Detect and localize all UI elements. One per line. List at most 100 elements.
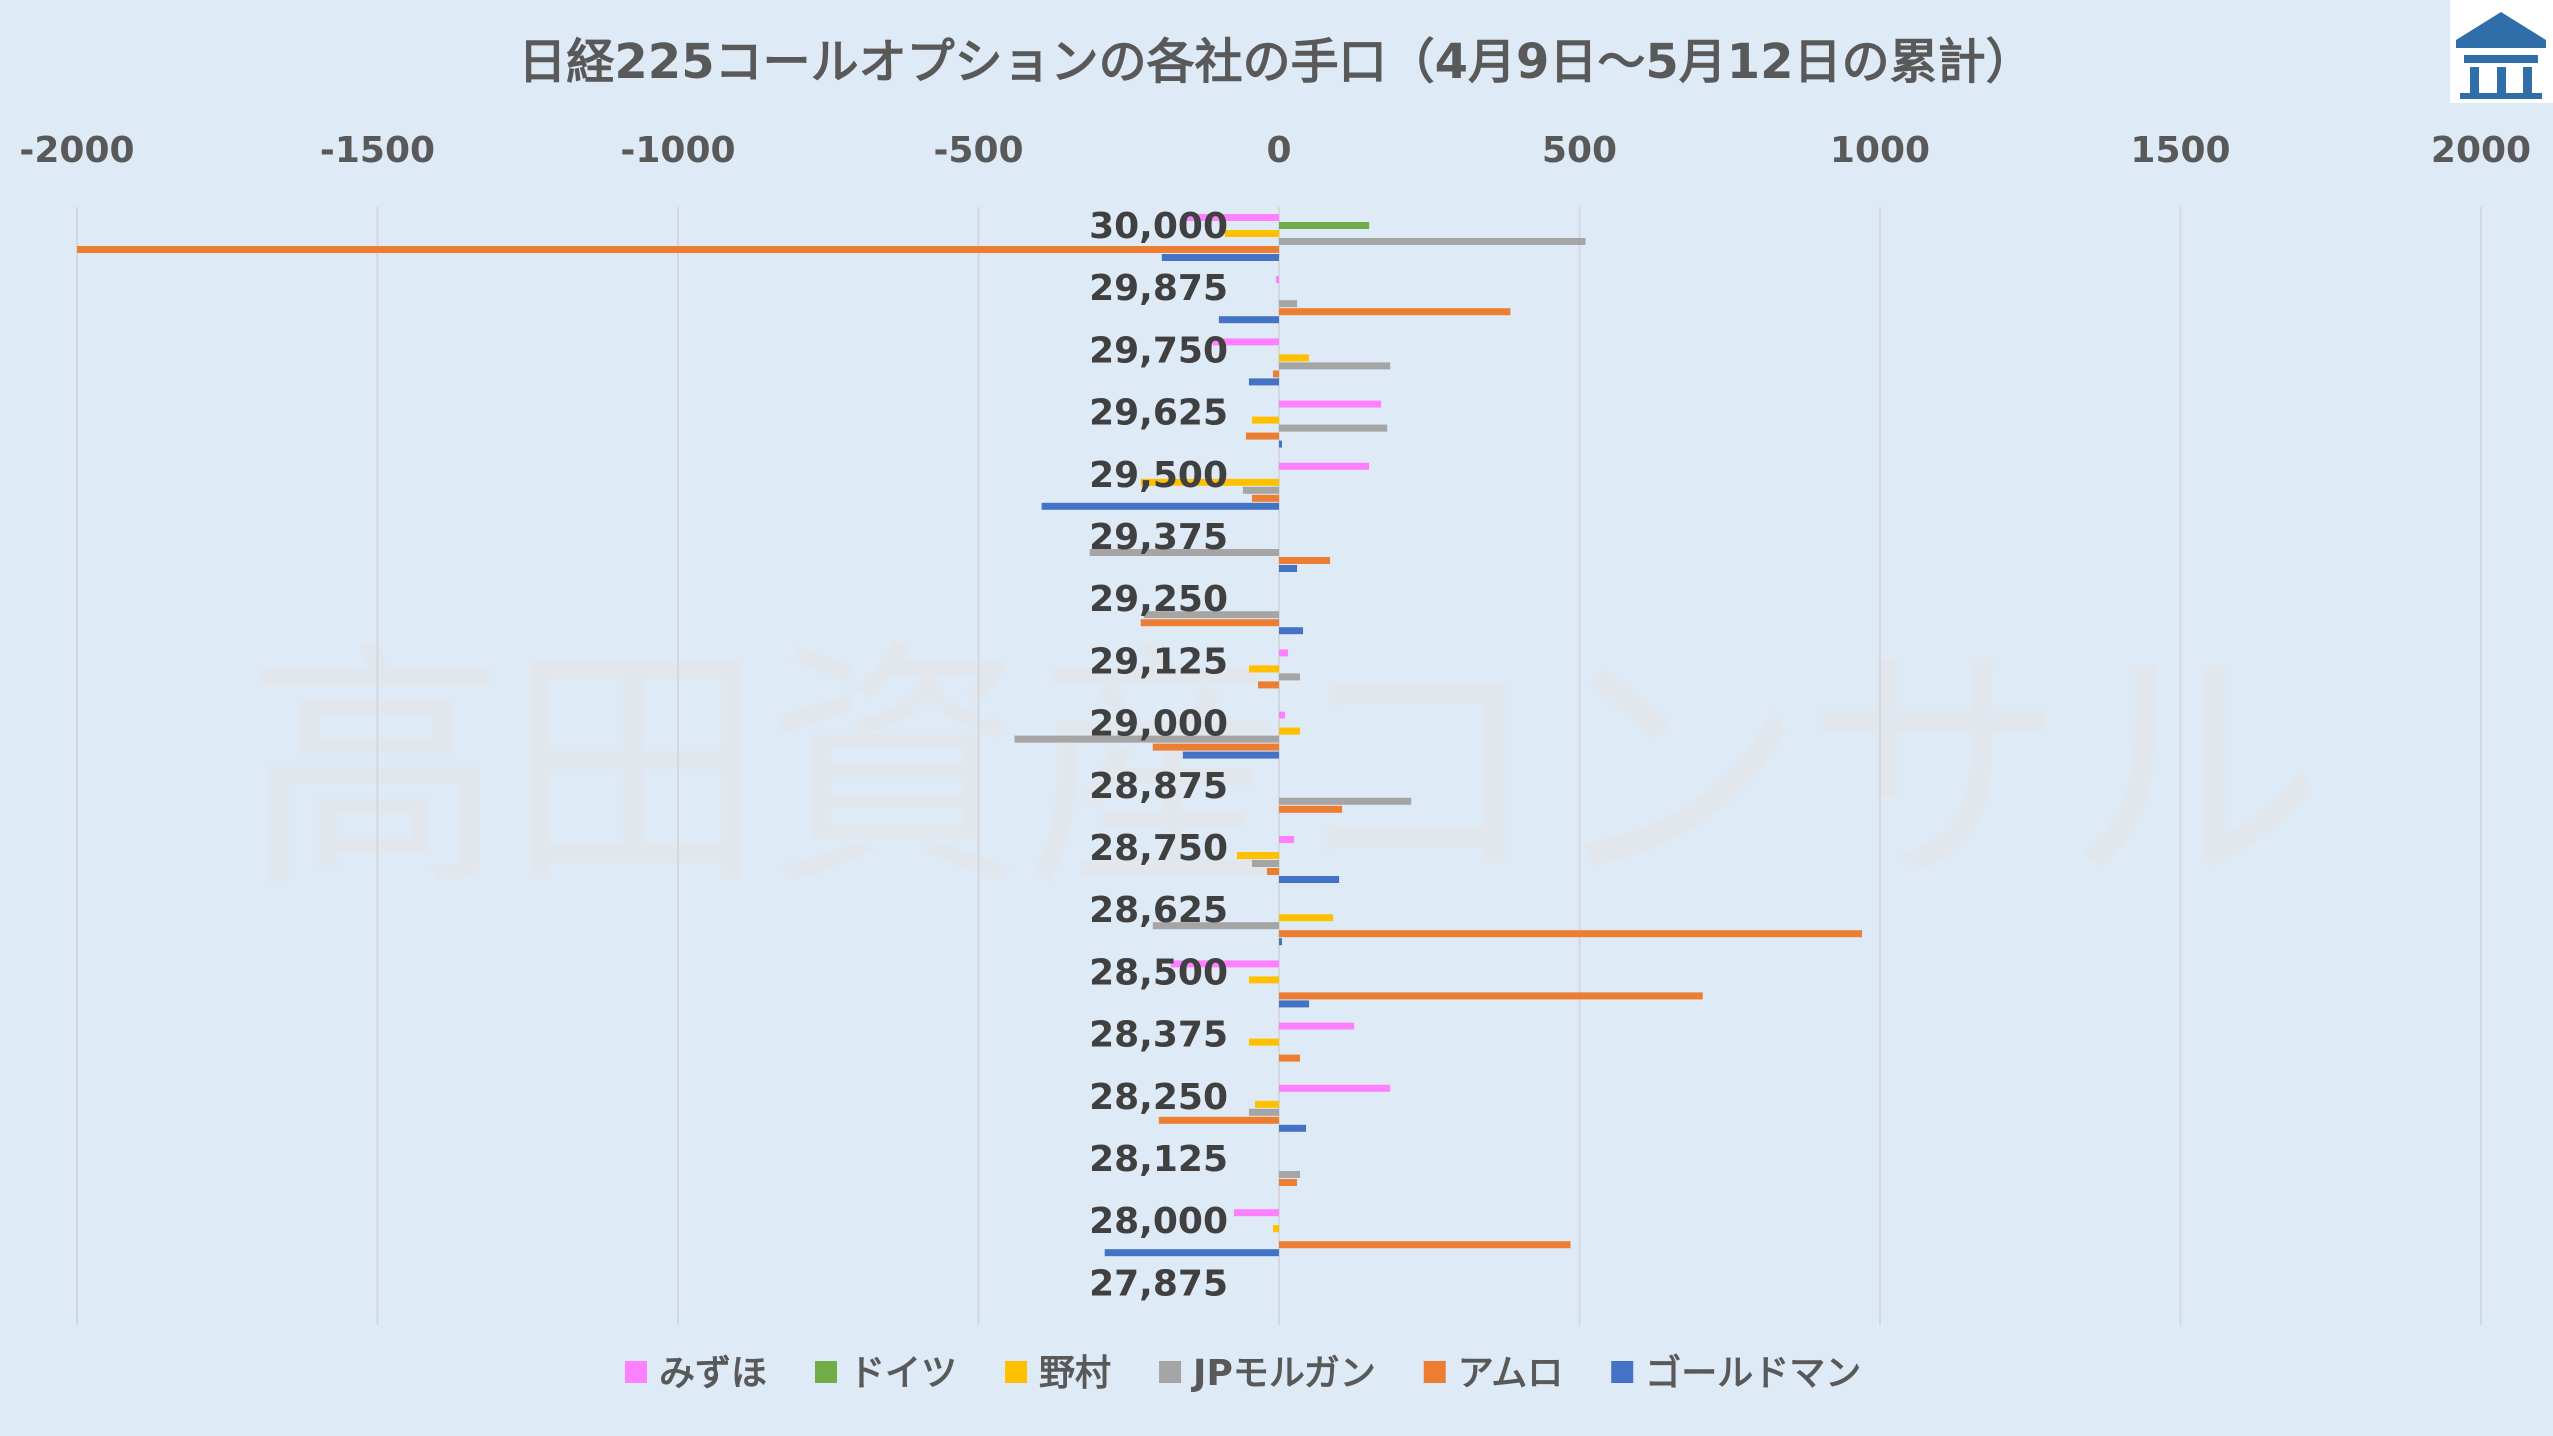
bar-5-4 (1245, 432, 1279, 440)
bar-4-15 (1248, 1108, 1279, 1116)
bar-5-13 (1279, 992, 1703, 1000)
category-label: 28,375 (1089, 1015, 1228, 1056)
bar-6-4 (1279, 440, 1283, 448)
bar-6-5 (1041, 502, 1279, 510)
x-tick-label: -1000 (620, 130, 735, 171)
bar-1-5 (1279, 462, 1370, 470)
bar-2-1 (1279, 222, 1370, 229)
bar-5-7 (1140, 619, 1279, 627)
bar-5-10 (1279, 805, 1343, 813)
bar-3-9 (1279, 727, 1301, 735)
gridlines (76, 207, 2482, 1325)
legend-swatch (625, 1361, 647, 1383)
bar-5-6 (1279, 557, 1331, 564)
x-tick-label: 1000 (1830, 130, 1930, 171)
bar-1-17 (1233, 1209, 1279, 1217)
bar-6-7 (1279, 627, 1304, 635)
category-label: 28,125 (1089, 1139, 1228, 1180)
bar-4-8 (1279, 673, 1301, 681)
bar-1-4 (1279, 400, 1382, 408)
bar-1-8 (1279, 649, 1289, 657)
bar-5-9 (1152, 743, 1279, 751)
bar-6-3 (1248, 378, 1279, 386)
bar-4-1 (1279, 238, 1586, 245)
bar-4-2 (1279, 300, 1298, 308)
legend-swatch (1611, 1361, 1634, 1383)
bar-5-11 (1266, 868, 1279, 875)
category-label: 28,625 (1089, 890, 1228, 931)
legend-swatch (1423, 1361, 1446, 1383)
bar-5-14 (1279, 1054, 1301, 1062)
legend: みずほ ドイツ 野村 JPモルガン アムロ ゴールドマン (625, 1352, 1861, 1394)
bar-3-11 (1236, 852, 1279, 859)
bar-4-5 (1242, 486, 1279, 494)
bar-5-17 (1279, 1241, 1571, 1249)
legend-label: ドイツ (849, 1353, 957, 1394)
bar-4-7 (1143, 611, 1279, 619)
x-axis-ticks: -2000 -1500 -1000 -500 0 500 1000 1500 2000 (19, 130, 2531, 171)
bar-6-17 (1104, 1249, 1279, 1257)
bar-4-3 (1279, 362, 1391, 370)
bar-6-12 (1279, 938, 1283, 946)
category-label: 29,250 (1089, 579, 1228, 620)
category-label: 29,875 (1089, 268, 1228, 309)
bar-1-11 (1279, 836, 1295, 843)
x-tick-label: -1500 (320, 130, 435, 171)
x-tick-label: -2000 (19, 130, 134, 171)
x-tick-label: 2000 (2431, 130, 2531, 171)
legend-swatch (1159, 1361, 1182, 1383)
bar-5-1 (77, 246, 1279, 253)
category-label: 28,750 (1089, 828, 1228, 869)
bar-5-5 (1251, 494, 1279, 502)
category-label: 29,500 (1089, 455, 1228, 496)
category-label: 28,500 (1089, 952, 1228, 993)
bar-6-11 (1279, 876, 1340, 883)
bars (77, 214, 1862, 1257)
bar-3-8 (1248, 665, 1279, 673)
bar-4-9 (1014, 735, 1279, 743)
legend-label: みずほ (659, 1353, 767, 1394)
bar-3-15 (1254, 1100, 1279, 1108)
bar-5-8 (1257, 681, 1279, 689)
bar-4-4 (1279, 424, 1388, 432)
category-labels: 30,000 29,875 29,750 29,625 29,500 29,375 29,2… (1089, 206, 1228, 1304)
legend-label: 野村 (1039, 1353, 1111, 1394)
category-label: 29,375 (1089, 517, 1228, 558)
x-tick-label: -500 (933, 130, 1023, 171)
bar-3-12 (1279, 914, 1334, 922)
category-label: 29,125 (1089, 641, 1228, 682)
bar-6-1 (1161, 254, 1279, 261)
x-tick-label: 0 (1266, 130, 1291, 171)
bar-1-2 (1275, 276, 1279, 284)
category-label: 29,625 (1089, 393, 1228, 434)
bar-4-10 (1279, 797, 1412, 805)
bar-3-13 (1248, 976, 1279, 984)
category-label: 30,000 (1089, 206, 1228, 247)
bar-3-17 (1272, 1225, 1279, 1233)
category-label: 28,875 (1089, 766, 1228, 807)
bar-3-3 (1279, 354, 1310, 362)
legend-label: アムロ (1458, 1353, 1563, 1394)
bar-6-13 (1279, 1000, 1310, 1008)
x-tick-label: 1500 (2130, 130, 2230, 171)
bar-3-5 (1140, 478, 1279, 486)
category-label: 27,875 (1089, 1263, 1228, 1304)
bar-1-14 (1279, 1022, 1355, 1030)
bar-3-4 (1251, 416, 1279, 424)
logo (2450, 0, 2553, 103)
bar-4-16 (1279, 1171, 1301, 1178)
bar-5-2 (1279, 308, 1511, 316)
bar-3-1 (1224, 230, 1279, 237)
bar-6-9 (1182, 751, 1279, 759)
bar-3-14 (1248, 1038, 1279, 1046)
bar-5-15 (1158, 1116, 1279, 1124)
chart-title: 日経225コールオプションの各社の手口（4月9日～5月12日の累計） (518, 34, 2033, 90)
bar-6-2 (1218, 316, 1279, 324)
category-label: 29,000 (1089, 704, 1228, 745)
category-label: 29,750 (1089, 330, 1228, 371)
legend-label: ゴールドマン (1645, 1352, 1861, 1394)
bar-4-6 (1089, 549, 1279, 556)
category-label: 28,000 (1089, 1201, 1228, 1242)
category-label: 28,250 (1089, 1077, 1228, 1118)
